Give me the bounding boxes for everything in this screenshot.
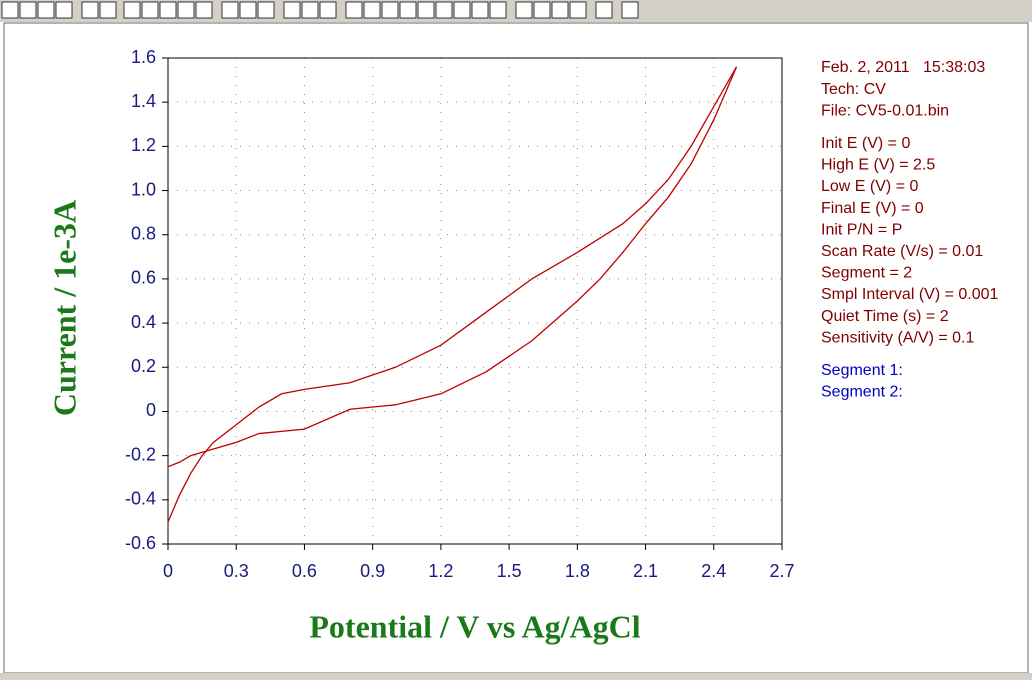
x-tick-label: 2.7: [769, 561, 794, 581]
plot-window: [3, 22, 1029, 674]
tool-button[interactable]: [177, 1, 195, 19]
tool-button[interactable]: [569, 1, 587, 19]
tool-button[interactable]: [257, 1, 275, 19]
info-line: Init E (V) = 0: [821, 135, 910, 152]
tool-button[interactable]: [399, 1, 417, 19]
x-tick-label: 0.6: [292, 561, 317, 581]
info-line: File: CV5-0.01.bin: [821, 102, 949, 119]
info-line: Sensitivity (A/V) = 0.1: [821, 329, 974, 346]
tool-button[interactable]: [221, 1, 239, 19]
info-line: Tech: CV: [821, 81, 886, 98]
info-line: Final E (V) = 0: [821, 200, 924, 217]
tool-button[interactable]: [345, 1, 363, 19]
x-axis-label: Potential / V vs Ag/AgCl: [309, 608, 640, 644]
tool-button[interactable]: [81, 1, 99, 19]
y-tick-label: 0.6: [131, 268, 156, 288]
tool-button[interactable]: [123, 1, 141, 19]
x-tick-label: 0.9: [360, 561, 385, 581]
x-tick-label: 1.5: [497, 561, 522, 581]
tool-button[interactable]: [319, 1, 337, 19]
tool-button[interactable]: [515, 1, 533, 19]
info-line: Smpl Interval (V) = 0.001: [821, 286, 999, 303]
tool-button[interactable]: [453, 1, 471, 19]
status-bar: [0, 673, 1032, 680]
cv-curve: [167, 66, 738, 468]
y-tick-label: -0.4: [125, 489, 156, 509]
info-line: Quiet Time (s) = 2: [821, 308, 949, 325]
tool-button[interactable]: [489, 1, 507, 19]
tool-button[interactable]: [417, 1, 435, 19]
x-tick-label: 0.3: [224, 561, 249, 581]
tool-button[interactable]: [195, 1, 213, 19]
y-tick-label: 1.0: [131, 179, 156, 199]
y-tick-label: 1.4: [131, 91, 156, 111]
x-tick-label: 0: [163, 561, 173, 581]
x-tick-label: 1.2: [428, 561, 453, 581]
tool-button[interactable]: [595, 1, 613, 19]
x-tick-label: 2.1: [633, 561, 658, 581]
tool-button[interactable]: [283, 1, 301, 19]
plot-frame: [167, 57, 783, 545]
info-line: Low E (V) = 0: [821, 178, 918, 195]
y-tick-label: 1.6: [131, 47, 156, 67]
tool-button[interactable]: [363, 1, 381, 19]
y-tick-label: 0.2: [131, 356, 156, 376]
info-line: Feb. 2, 2011 15:38:03: [821, 59, 985, 76]
y-tick-label: 0: [146, 400, 156, 420]
tool-button[interactable]: [37, 1, 55, 19]
y-tick-label: 0.8: [131, 223, 156, 243]
toolbar-buttons: [1, 1, 639, 19]
legend-entry: Segment 1:: [821, 362, 903, 379]
tool-button[interactable]: [159, 1, 177, 19]
y-tick-label: 0.4: [131, 312, 156, 332]
info-line: Init P/N = P: [821, 221, 902, 238]
tool-button[interactable]: [621, 1, 639, 19]
y-axis-label: Current / 1e-3A: [46, 200, 82, 416]
legend-entry: Segment 2:: [821, 384, 903, 401]
info-line: High E (V) = 2.5: [821, 157, 935, 174]
y-tick-label: -0.2: [125, 444, 156, 464]
tool-button[interactable]: [301, 1, 319, 19]
tool-button[interactable]: [533, 1, 551, 19]
x-tick-label: 1.8: [565, 561, 590, 581]
info-line: Scan Rate (V/s) = 0.01: [821, 243, 983, 260]
tool-button[interactable]: [141, 1, 159, 19]
y-tick-label: -0.6: [125, 533, 156, 553]
tool-button[interactable]: [435, 1, 453, 19]
tool-button[interactable]: [19, 1, 37, 19]
tool-button[interactable]: [1, 1, 19, 19]
x-tick-label: 2.4: [701, 561, 726, 581]
info-line: Segment = 2: [821, 265, 912, 282]
tool-button[interactable]: [99, 1, 117, 19]
tool-button[interactable]: [551, 1, 569, 19]
tool-button[interactable]: [239, 1, 257, 19]
tool-button[interactable]: [471, 1, 489, 19]
tool-button[interactable]: [381, 1, 399, 19]
y-tick-label: 1.2: [131, 135, 156, 155]
tool-button[interactable]: [55, 1, 73, 19]
